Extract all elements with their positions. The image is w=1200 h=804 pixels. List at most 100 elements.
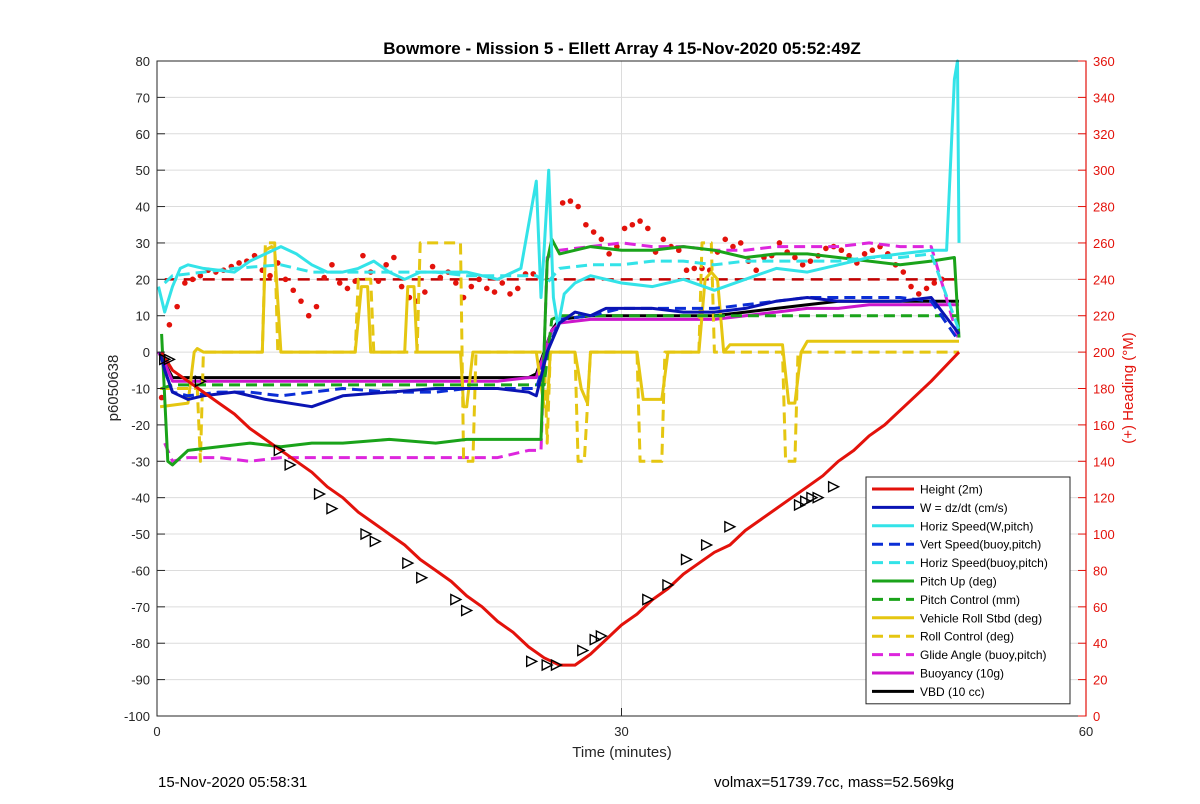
heading-point <box>267 272 273 279</box>
y-tick-label: 30 <box>136 236 150 251</box>
right-tick-label: 180 <box>1093 382 1115 397</box>
heading-point <box>422 289 428 295</box>
right-tick-label: 140 <box>1093 454 1115 469</box>
dive-marker <box>680 553 694 566</box>
heading-point <box>915 291 922 297</box>
right-tick-label: 120 <box>1093 491 1115 506</box>
heading-point <box>838 247 845 254</box>
axes: 0 30 6080706050403020100-10-20-30-40-50-60… <box>124 54 1115 739</box>
heading-point <box>645 225 651 232</box>
y-tick-label: -30 <box>131 454 150 469</box>
heading-point <box>660 236 667 243</box>
heading-point <box>174 303 180 310</box>
right-tick-label: 320 <box>1093 127 1115 142</box>
heading-point <box>683 267 690 274</box>
plot-data <box>157 59 961 672</box>
heading-point <box>923 285 930 292</box>
heading-point <box>336 280 343 286</box>
x-tick-label: 60 <box>1079 724 1093 739</box>
legend-label: Vehicle Roll Stbd (deg) <box>920 611 1042 625</box>
heading-point <box>583 221 589 228</box>
heading-point <box>158 394 165 401</box>
heading-point <box>869 247 876 254</box>
heading-point <box>189 276 196 283</box>
dive-marker <box>273 444 286 457</box>
heading-point <box>507 291 513 297</box>
heading-point <box>483 285 490 292</box>
y-tick-label: -100 <box>124 709 150 724</box>
dive-marker <box>642 593 655 606</box>
heading-point <box>282 276 289 283</box>
heading-point <box>575 203 581 210</box>
legend-label: Buoyancy (10g) <box>920 667 1004 681</box>
heading-point <box>753 267 760 274</box>
right-tick-label: 160 <box>1093 418 1115 433</box>
right-tick-label: 280 <box>1093 200 1115 215</box>
legend-label: W = dz/dt (cm/s) <box>920 501 1008 515</box>
heading-point <box>776 240 783 246</box>
heading-point <box>629 221 636 228</box>
heading-point <box>305 312 312 319</box>
heading-point <box>321 274 328 281</box>
heading-point <box>799 261 806 268</box>
legend-label: Horiz Speed(W,pitch) <box>920 519 1033 533</box>
right-tick-label: 240 <box>1093 272 1115 287</box>
footer-stats: volmax=51739.7cc, mass=52.569kg <box>714 774 955 791</box>
heading-point <box>468 283 475 290</box>
legend-label: Pitch Up (deg) <box>920 575 997 589</box>
dive-marker <box>360 527 373 541</box>
heading-point <box>823 245 829 252</box>
heading-point <box>182 280 188 286</box>
y-tick-label: 80 <box>136 54 150 69</box>
dive-marker <box>595 629 608 643</box>
heading-point <box>236 260 242 266</box>
right-tick-label: 100 <box>1093 527 1115 542</box>
dive-marker <box>806 491 819 504</box>
heading-point <box>491 289 498 295</box>
y-tick-label: 60 <box>136 127 150 142</box>
heading-point <box>691 265 698 272</box>
heading-point <box>429 263 436 270</box>
right-tick-label: 60 <box>1093 600 1107 615</box>
heading-point <box>290 287 297 294</box>
footer-timestamp: 15-Nov-2020 05:58:31 <box>158 774 308 791</box>
dive-marker <box>284 458 297 472</box>
heading-point <box>621 225 628 232</box>
dive-marker <box>541 658 554 672</box>
y-tick-label: 40 <box>136 200 150 215</box>
y-tick-label: 20 <box>136 272 150 287</box>
dive-marker <box>827 480 841 493</box>
dive-marker <box>577 644 590 657</box>
heading-point <box>453 280 459 286</box>
heading-point <box>730 243 736 250</box>
legend-label: Roll Control (deg) <box>920 630 1014 644</box>
right-tick-label: 360 <box>1093 54 1115 69</box>
right-tick-label: 260 <box>1093 236 1115 251</box>
legend-label: Vert Speed(buoy,pitch) <box>920 538 1041 552</box>
right-tick-label: 200 <box>1093 345 1115 360</box>
right-tick-label: 340 <box>1093 90 1115 105</box>
heading-point <box>567 198 574 204</box>
right-tick-label: 300 <box>1093 163 1115 178</box>
heading-point <box>792 254 798 261</box>
dive-marker <box>163 353 176 366</box>
heading-point <box>861 251 868 257</box>
dive-marker <box>550 658 564 672</box>
y-tick-label: -40 <box>131 491 150 506</box>
heading-point <box>352 278 358 284</box>
legend-label: Height (2m) <box>920 483 983 497</box>
heading-point <box>437 274 444 281</box>
heading-point <box>807 258 814 264</box>
dive-marker <box>450 593 463 606</box>
heading-point <box>614 243 620 250</box>
heading-point <box>398 283 405 290</box>
heading-point <box>329 261 335 268</box>
dive-marker <box>460 604 474 617</box>
dive-marker <box>525 655 539 668</box>
heading-point <box>383 261 389 268</box>
right-tick-label: 20 <box>1093 673 1107 688</box>
right-tick-label: 80 <box>1093 563 1107 578</box>
heading-point <box>637 218 643 224</box>
heading-point <box>391 254 397 261</box>
heading-point <box>559 200 566 206</box>
